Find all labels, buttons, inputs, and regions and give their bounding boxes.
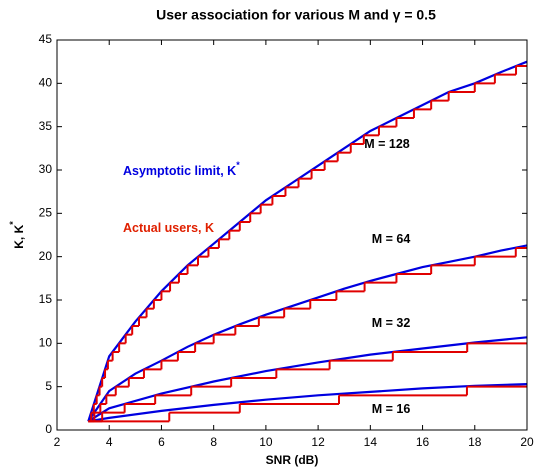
- y-tick-label: 5: [45, 379, 52, 393]
- annotation: Asymptotic limit, K*: [123, 160, 240, 178]
- y-tick-label: 20: [39, 249, 53, 263]
- annotation-text: Actual users, K: [123, 221, 214, 235]
- curve: [87, 60, 528, 422]
- y-tick-label: 40: [39, 76, 53, 90]
- annotation: Actual users, K: [123, 221, 214, 235]
- annotation-text: M = 32: [372, 316, 411, 330]
- annotation: M = 32: [372, 316, 411, 330]
- chart-title: User association for various M and γ = 0…: [156, 7, 436, 23]
- annotation-sup: *: [236, 160, 240, 170]
- annotation: M = 128: [364, 137, 410, 151]
- y-tick-label: 35: [39, 119, 53, 133]
- y-tick-label: 10: [39, 336, 53, 350]
- annotation-text: M = 64: [372, 232, 411, 246]
- x-axis-label: SNR (dB): [266, 453, 319, 467]
- annotation: M = 64: [372, 232, 411, 246]
- y-axis-label-sup: *: [8, 221, 18, 225]
- y-axis-label-text: K, K: [12, 224, 26, 248]
- x-tick-label: 8: [210, 435, 217, 449]
- y-tick-label: 30: [39, 162, 53, 176]
- y-axis-label: K, K*: [8, 221, 26, 249]
- y-tick-label: 45: [39, 32, 53, 46]
- x-tick-label: 4: [106, 435, 113, 449]
- x-tick-label: 14: [364, 435, 378, 449]
- x-tick-label: 10: [259, 435, 273, 449]
- annotation-text: M = 128: [364, 137, 410, 151]
- y-tick-label: 15: [39, 292, 53, 306]
- annotation-text: M = 16: [372, 402, 411, 416]
- annotation: M = 16: [372, 402, 411, 416]
- x-tick-label: 6: [158, 435, 165, 449]
- x-tick-label: 12: [311, 435, 325, 449]
- x-tick-label: 16: [416, 435, 430, 449]
- y-tick-label: 25: [39, 206, 53, 220]
- x-tick-label: 2: [54, 435, 61, 449]
- x-tick-label: 18: [468, 435, 482, 449]
- y-tick-label: 0: [45, 422, 52, 436]
- x-tick-label: 20: [520, 435, 534, 449]
- curve: [88, 383, 528, 423]
- curve: [87, 336, 528, 423]
- annotation-text: Asymptotic limit, K: [123, 164, 236, 178]
- curve: [87, 244, 528, 422]
- plot-frame: [56, 39, 528, 431]
